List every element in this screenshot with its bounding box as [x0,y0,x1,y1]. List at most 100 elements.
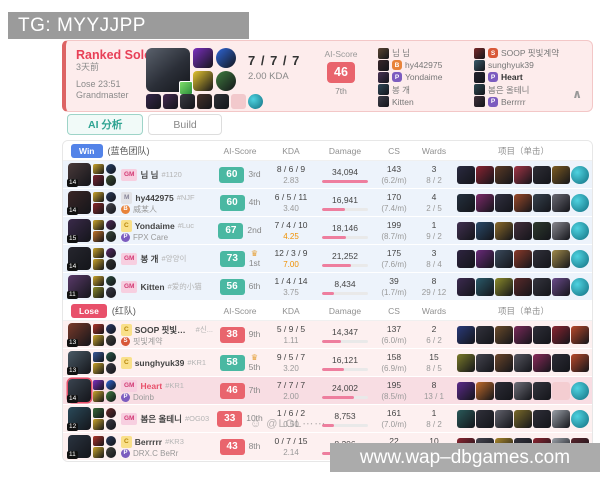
player-name[interactable]: 봉 개 [140,253,159,264]
player-name[interactable]: Yondaime [134,220,175,231]
column-header: 项目（单击） [497,305,549,316]
player-row[interactable]: 13 C SOOP 핏빛계약 #신... S 핏빛계약 38 9th 5 / 9 / 5 1.11… [63,321,592,349]
player-name[interactable]: Berrrrr [134,436,163,447]
item-icon[interactable] [476,277,494,296]
player-list-item[interactable]: 님 님 [378,47,466,59]
item-icon[interactable] [514,381,532,400]
player-row[interactable]: 11 GM Kitten #爱的小猫 56 6th 1 / 4 / 14 3.75 8,434 3… [63,273,592,301]
player-row[interactable]: 14 GM Heart #KR1 P Doinb 46 7th 7 / 7 / 7 2.00 24,… [63,377,592,405]
tab-build[interactable]: Build [148,114,222,135]
player-list-item[interactable]: Kitten [378,96,466,108]
red-team-list: S SOOP 핏빛계약 sunghyuk39 P Heart 봄은 올테니 P Berrrrr [474,47,562,108]
item-icon[interactable] [571,381,589,400]
player-row[interactable]: 11 C Berrrrr #KR3 P DRX.C BeRr 43 8th 0 / 7 / 15… [63,433,592,461]
item-icon[interactable] [457,165,475,184]
item-icon[interactable] [514,409,532,428]
item-icon[interactable] [476,325,494,344]
item-icon[interactable] [495,249,513,268]
item-icon[interactable] [571,325,589,344]
item-icon[interactable] [457,249,475,268]
item-icon[interactable] [533,381,551,400]
item-icon[interactable] [552,277,570,296]
item-icon[interactable] [514,221,532,240]
item-icon[interactable] [495,165,513,184]
item-icon[interactable] [457,381,475,400]
item-icon[interactable] [514,325,532,344]
item-icon[interactable] [495,325,513,344]
item-icon[interactable] [533,193,551,212]
item-icon[interactable] [552,165,570,184]
summoner-spell-icon [93,287,104,298]
player-list-item[interactable]: sunghyuk39 [474,59,562,71]
item-icon[interactable] [533,277,551,296]
item-icon[interactable] [533,325,551,344]
item-icon[interactable] [571,249,589,268]
item-icon[interactable] [571,409,589,428]
item-icon[interactable] [495,353,513,372]
tab-ai-analysis[interactable]: AI 分析 [67,114,144,135]
item-icon[interactable] [457,221,475,240]
item-icon[interactable] [476,353,494,372]
player-list-item[interactable]: 봄은 올테니 [474,84,562,96]
item-icon[interactable] [495,193,513,212]
item-icon[interactable] [476,409,494,428]
item-icon[interactable] [571,277,589,296]
player-list-item[interactable]: S SOOP 핏빛계약 [474,47,562,59]
item-icon[interactable] [533,221,551,240]
item-icon[interactable] [476,381,494,400]
item-icon[interactable] [457,409,475,428]
item-icon[interactable] [457,277,475,296]
item-icon[interactable] [552,249,570,268]
item-icon[interactable] [552,409,570,428]
item-icon[interactable] [476,165,494,184]
item-icon[interactable] [457,193,475,212]
item-icon[interactable] [476,221,494,240]
player-row[interactable]: 12 GM 봄은 올테니 #OG03 33 10th 1 / 6 / 2 0.50 8,753 1… [63,405,592,433]
player-list-item[interactable]: 봉 개 [378,84,466,96]
item-icon[interactable] [571,193,589,212]
item-icon[interactable] [495,277,513,296]
item-icon[interactable] [514,249,532,268]
item-icon[interactable] [533,353,551,372]
item-icon[interactable] [457,353,475,372]
item-icon[interactable] [533,165,551,184]
item-icon[interactable] [552,325,570,344]
player-row[interactable]: 14 GM 봉 개 #양양이 73 ♛ 1st 12 / 3 / 9 7.00 21,252 175… [63,245,592,273]
player-name[interactable]: hy442975 [135,192,174,203]
player-row[interactable]: 14 GM 님 님 #1120 60 3rd 8 / 6 / 9 2.83 34,094 143 (… [63,161,592,189]
item-icon[interactable] [571,221,589,240]
item-icon[interactable] [552,193,570,212]
item-icon[interactable] [533,249,551,268]
collapse-chevron-icon[interactable]: ∧ [572,87,582,101]
player-name[interactable]: 봄은 올테니 [140,413,182,424]
item-icon[interactable] [571,165,589,184]
player-list-item[interactable]: P Heart [474,71,562,83]
item-icon[interactable] [533,409,551,428]
item-icon[interactable] [552,353,570,372]
item-icon[interactable] [552,221,570,240]
player-name[interactable]: SOOP 핏빛계약 [134,324,193,335]
item-icon[interactable] [476,193,494,212]
item-icon[interactable] [514,165,532,184]
item-icon[interactable] [476,249,494,268]
item-icon[interactable] [457,325,475,344]
player-list-item[interactable]: P Yondaime [378,71,466,83]
player-name[interactable]: Kitten [140,281,165,292]
item-icon[interactable] [571,353,589,372]
match-summary: Ranked Solo 3天前 Lose 23:51 Grandmaster [76,48,152,101]
player-row[interactable]: 15 C Yondaime #Luc P FPX Care 67 2nd 7 / 4 / 10 4… [63,217,592,245]
item-icon[interactable] [495,409,513,428]
player-name[interactable]: 님 님 [140,169,159,180]
player-name[interactable]: Heart [140,380,163,391]
item-icon[interactable] [514,193,532,212]
item-icon[interactable] [514,353,532,372]
item-icon[interactable] [514,277,532,296]
item-icon[interactable] [552,381,570,400]
player-list-item[interactable]: P Berrrrr [474,96,562,108]
player-name[interactable]: sunghyuk39 [134,357,185,368]
item-icon[interactable] [495,381,513,400]
item-icon[interactable] [495,221,513,240]
